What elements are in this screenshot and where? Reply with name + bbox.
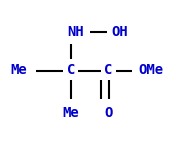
Text: C: C: [105, 63, 113, 78]
Text: NH: NH: [67, 25, 84, 39]
Text: OMe: OMe: [139, 63, 164, 78]
Text: Me: Me: [63, 106, 79, 120]
Text: C: C: [67, 63, 75, 78]
Text: OH: OH: [112, 25, 128, 39]
Text: Me: Me: [11, 63, 27, 78]
Text: O: O: [105, 106, 113, 120]
